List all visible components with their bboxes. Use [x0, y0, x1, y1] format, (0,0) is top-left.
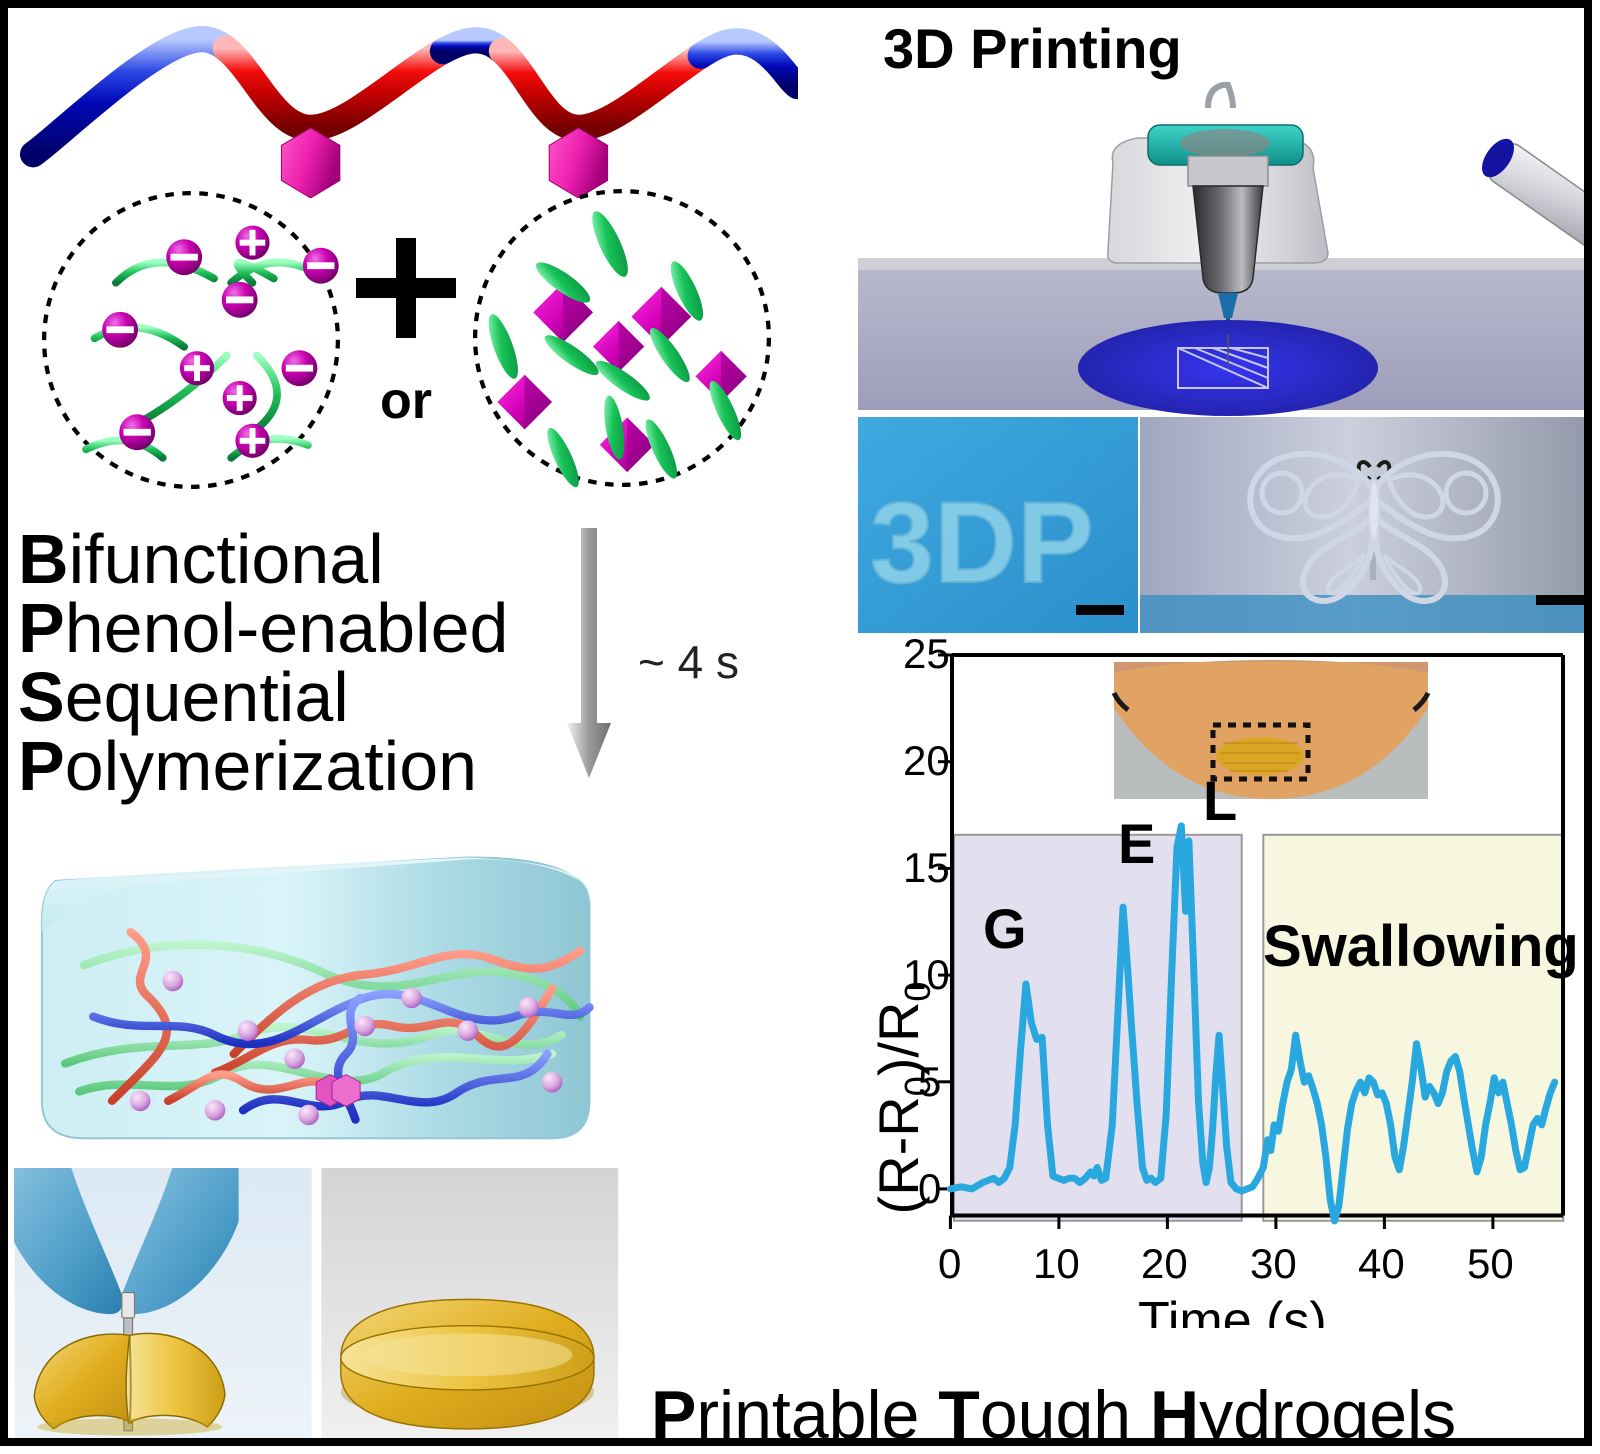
svg-text:L: L	[1203, 769, 1237, 832]
svg-text:50: 50	[1467, 1240, 1514, 1287]
svg-text:Time (s): Time (s)	[1138, 1292, 1327, 1328]
svg-text:G: G	[983, 897, 1027, 960]
svg-text:10: 10	[1033, 1240, 1080, 1287]
svg-text:15: 15	[903, 844, 950, 891]
svg-text:25: 25	[903, 630, 950, 677]
svg-text:(R-R0)/R0: (R-R0)/R0	[868, 982, 938, 1215]
svg-text:~ 4 s: ~ 4 s	[638, 636, 739, 688]
svg-text:E: E	[1118, 812, 1155, 875]
svg-text:0: 0	[938, 1240, 961, 1287]
svg-text:20: 20	[1141, 1240, 1188, 1287]
svg-text:40: 40	[1358, 1240, 1405, 1287]
svg-text:Swallowing: Swallowing	[1263, 914, 1579, 979]
svg-text:3DP: 3DP	[870, 479, 1094, 607]
svg-text:20: 20	[903, 737, 950, 784]
svg-text:30: 30	[1250, 1240, 1297, 1287]
svg-text:or: or	[380, 372, 432, 430]
